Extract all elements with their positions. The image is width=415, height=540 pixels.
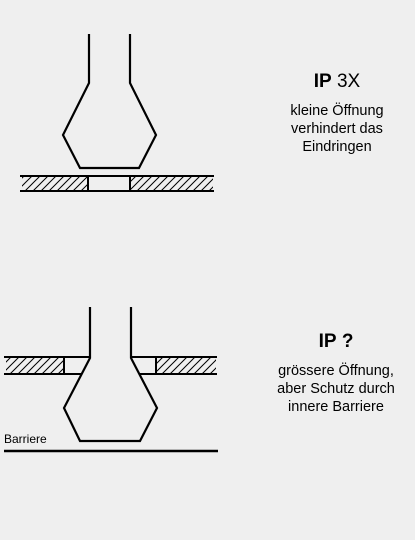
panel-top-label: IP 3X kleine Öffnung verhindert das Eind… [262,70,412,156]
ip-rating: ? [341,331,354,352]
description-line: aber Schutz durch [277,381,395,397]
barrier-label: Barriere [4,432,47,446]
top-wall-right [130,176,213,191]
ip-rating: 3X [336,71,361,92]
description-line: verhindert das [291,121,383,137]
bottom-illustration [4,307,218,453]
top-illustration [20,34,214,192]
description-line: Eindringen [302,139,372,155]
description-line: kleine Öffnung [290,103,384,119]
top-wall-left [22,176,88,191]
description-line: innere Barriere [288,399,384,415]
description-line: grössere Öffnung, [278,363,394,379]
top-probe [61,34,158,170]
panel-bottom-label: IP ? grössere Öffnung, aber Schutz durch… [261,330,411,416]
ip-code-top: IP 3X [262,70,412,94]
ip-code-bottom: IP ? [261,330,411,354]
bottom-wall-right [156,357,216,374]
bottom-probe [62,307,159,443]
bottom-wall-left [6,357,64,374]
ip-prefix: IP [313,71,332,92]
ip-prefix: IP [318,331,337,352]
